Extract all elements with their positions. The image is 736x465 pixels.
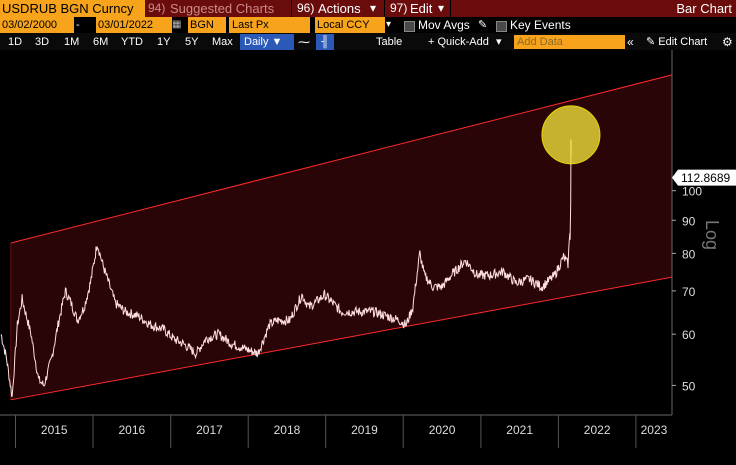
last-value-tag [672,169,736,186]
x-year-label: 2020 [429,423,456,437]
edit-button[interactable]: Edit [410,1,433,16]
suggested-charts-button[interactable]: Suggested Charts [170,1,275,16]
line-chart-icon[interactable]: ⁓ [298,35,310,49]
date-range-dash: - [76,19,80,31]
x-axis-background [0,415,736,448]
x-year-label: 2022 [584,423,611,437]
x-year-label: 2017 [196,423,223,437]
period-max-button[interactable]: Max [212,36,233,48]
security-field[interactable]: USDRUB BGN Curncy [0,0,145,17]
y-tick-label: 60 [682,328,696,342]
source-field[interactable]: BGN [188,17,226,33]
page-title: Bar Chart [676,1,732,16]
period-toolbar [0,33,736,50]
channel-fill [10,74,673,400]
channel-lower-line [10,276,673,401]
collapse-chevron-icon[interactable]: « [627,35,634,49]
pencil-icon[interactable]: ✎ [478,19,488,31]
period-1m-button[interactable]: 1M [64,36,80,48]
price-line [0,156,572,398]
suggested-charts-number: 94) [148,1,166,15]
channel-upper-line [10,74,673,244]
edit-number: 97) [390,1,408,15]
edit-dropdown-icon[interactable]: ▾ [438,1,445,15]
currency-dropdown-icon[interactable]: ▾ [386,19,392,30]
actions-number: 96) [297,1,315,15]
frequency-dropdown[interactable]: Daily ▼ [240,34,294,50]
x-year-label: 2021 [506,423,533,437]
key-events-label: Key Events [510,18,571,32]
edit-chart-button[interactable]: ✎ Edit Chart [646,34,707,50]
quick-add-dropdown-icon[interactable]: ▾ [496,36,502,48]
end-date-field[interactable]: 03/01/2022 [96,17,172,33]
period-3d-button[interactable]: 3D [35,36,50,48]
x-axis: 2015 2016 2017 2018 2019 2020 2021 2022 2023 [0,414,736,448]
y-axis-background [672,50,736,465]
toolbar-divider [291,0,292,17]
mov-avgs-checkbox[interactable] [404,21,415,32]
actions-button[interactable]: Actions [318,1,361,16]
y-tick-label: 50 [682,379,696,393]
add-data-input[interactable]: Add Data [514,35,625,49]
bar-chart-icon[interactable]: ╢ [316,34,334,50]
toolbar-divider [384,0,385,17]
currency-field[interactable]: Local CCY [315,17,385,33]
start-date-field[interactable]: 03/02/2000 [0,17,74,33]
edit-chart-label: Edit Chart [658,36,708,48]
x-year-label: 2019 [351,423,378,437]
y-tick-label: 80 [682,247,696,261]
quick-add-button[interactable]: + Quick-Add [428,36,489,48]
x-year-label: 2015 [41,423,68,437]
period-6m-button[interactable]: 6M [93,36,109,48]
actions-dropdown-icon[interactable]: ▾ [370,1,377,15]
price-field[interactable]: Last Px [229,17,310,33]
period-1y-button[interactable]: 1Y [157,36,171,48]
y-tick-label: 70 [682,285,696,299]
settings-gear-icon[interactable]: ⚙ [722,35,733,49]
x-year-label: 2023 [641,423,668,437]
price-chart[interactable]: 2015 2016 2017 2018 2019 2020 2021 2022 2023 50 6… [0,50,736,465]
frequency-label: Daily [244,36,269,48]
key-events-checkbox[interactable] [496,21,507,32]
calendar-icon[interactable]: ▦ [172,19,182,30]
y-axis-label: Log [702,220,722,250]
highlight-circle [541,105,601,165]
table-button[interactable]: Table [376,36,403,48]
mov-avgs-label: Mov Avgs [418,18,470,32]
toolbar-divider [450,0,451,17]
period-ytd-button[interactable]: YTD [121,36,143,48]
top-toolbar [0,0,736,17]
y-tick-label: 100 [682,185,702,199]
pencil-icon: ✎ [646,36,656,48]
last-value-label: 112.8689 [681,171,730,185]
x-year-label: 2016 [119,423,146,437]
y-tick-label: 90 [682,214,696,228]
plot-area [0,50,736,465]
period-1d-button[interactable]: 1D [8,36,23,48]
period-5y-button[interactable]: 5Y [185,36,199,48]
x-year-label: 2018 [274,423,301,437]
